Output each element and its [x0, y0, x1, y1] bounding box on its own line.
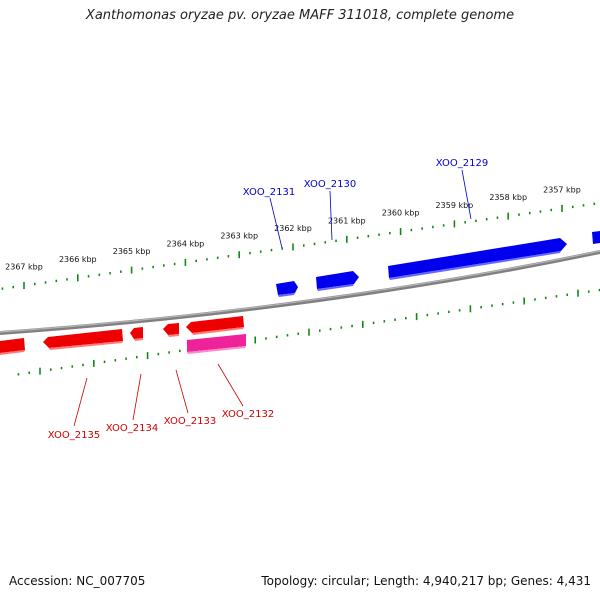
gene-xoo-2131-shadow	[278, 293, 295, 297]
map-title: Xanthomonas oryzae pv. oryzae MAFF 31101…	[85, 8, 515, 23]
gene-label-xoo-2130[interactable]: XOO_2130	[304, 179, 356, 190]
gene-xoo-2133-arrow[interactable]	[163, 323, 179, 335]
kbp-label: 2364 kbp	[167, 239, 205, 248]
gene-labels: XOO_2129 XOO_2130 XOO_2131 XOO_2132 XOO_…	[48, 158, 488, 441]
callout-xoo-2130	[329, 190, 333, 241]
forward-genes	[276, 231, 600, 297]
gene-label-xoo-2134[interactable]: XOO_2134	[106, 423, 158, 434]
gene-edge-arrow[interactable]	[592, 231, 600, 244]
reverse-genes	[0, 316, 246, 355]
gene-edge-reverse-shadow	[0, 350, 25, 355]
genome-backbone	[0, 250, 600, 335]
gene-label-xoo-2135[interactable]: XOO_2135	[48, 430, 100, 441]
gene-xoo-2133-shadow	[168, 334, 179, 337]
kbp-label: 2358 kbp	[489, 193, 527, 202]
gene-xoo-2132-shadow	[187, 346, 246, 354]
kbp-label: 2360 kbp	[382, 209, 420, 218]
gene-xoo-2134-shadow	[134, 338, 143, 341]
genome-summary-text: Topology: circular; Length: 4,940,217 bp…	[261, 574, 591, 588]
kbp-labels: 2357 kbp 2358 kbp 2359 kbp 2360 kbp 2361 kbp…	[5, 185, 581, 271]
callout-xoo-2133	[175, 369, 189, 414]
callout-xoo-2132	[217, 363, 244, 407]
gene-label-xoo-2132[interactable]: XOO_2132	[222, 409, 274, 420]
kbp-label: 2361 kbp	[328, 216, 366, 225]
gene-xoo-2132-upper-arrow[interactable]	[186, 316, 244, 333]
callout-xoo-2135	[73, 377, 88, 427]
kbp-label: 2366 kbp	[59, 255, 97, 264]
gene-xoo-2131-arrow[interactable]	[276, 281, 298, 295]
gene-edge-reverse-arrow[interactable]	[0, 338, 25, 353]
gene-xoo-2130-shadow	[317, 284, 354, 291]
gene-xoo-2130-arrow[interactable]	[316, 271, 359, 289]
callout-xoo-2131	[269, 197, 283, 249]
gene-xoo-2135-arrow[interactable]	[43, 329, 123, 348]
gene-label-xoo-2133[interactable]: XOO_2133	[164, 416, 216, 427]
gene-callouts	[73, 169, 472, 427]
accession-text: Accession: NC_007705	[9, 574, 146, 588]
kbp-label: 2365 kbp	[113, 247, 151, 256]
gene-xoo-2132-upper-shadow	[192, 327, 244, 335]
gene-xoo-2129-shadow	[389, 251, 561, 280]
gene-xoo-2135-shadow	[49, 341, 123, 350]
gene-xoo-2134-arrow[interactable]	[130, 327, 143, 339]
kbp-label: 2357 kbp	[543, 185, 581, 194]
upper-tick-row	[1, 202, 596, 290]
gene-label-xoo-2131[interactable]: XOO_2131	[243, 187, 295, 198]
callout-xoo-2134	[132, 373, 142, 421]
gene-label-xoo-2129[interactable]: XOO_2129	[436, 158, 488, 169]
genome-backbone-highlight	[0, 250, 600, 333]
kbp-label: 2359 kbp	[436, 201, 474, 210]
kbp-label: 2367 kbp	[5, 263, 43, 272]
gene-xoo-2129-arrow[interactable]	[388, 238, 567, 278]
kbp-label: 2362 kbp	[274, 224, 312, 233]
callout-xoo-2129	[461, 169, 472, 220]
kbp-label: 2363 kbp	[220, 232, 258, 241]
